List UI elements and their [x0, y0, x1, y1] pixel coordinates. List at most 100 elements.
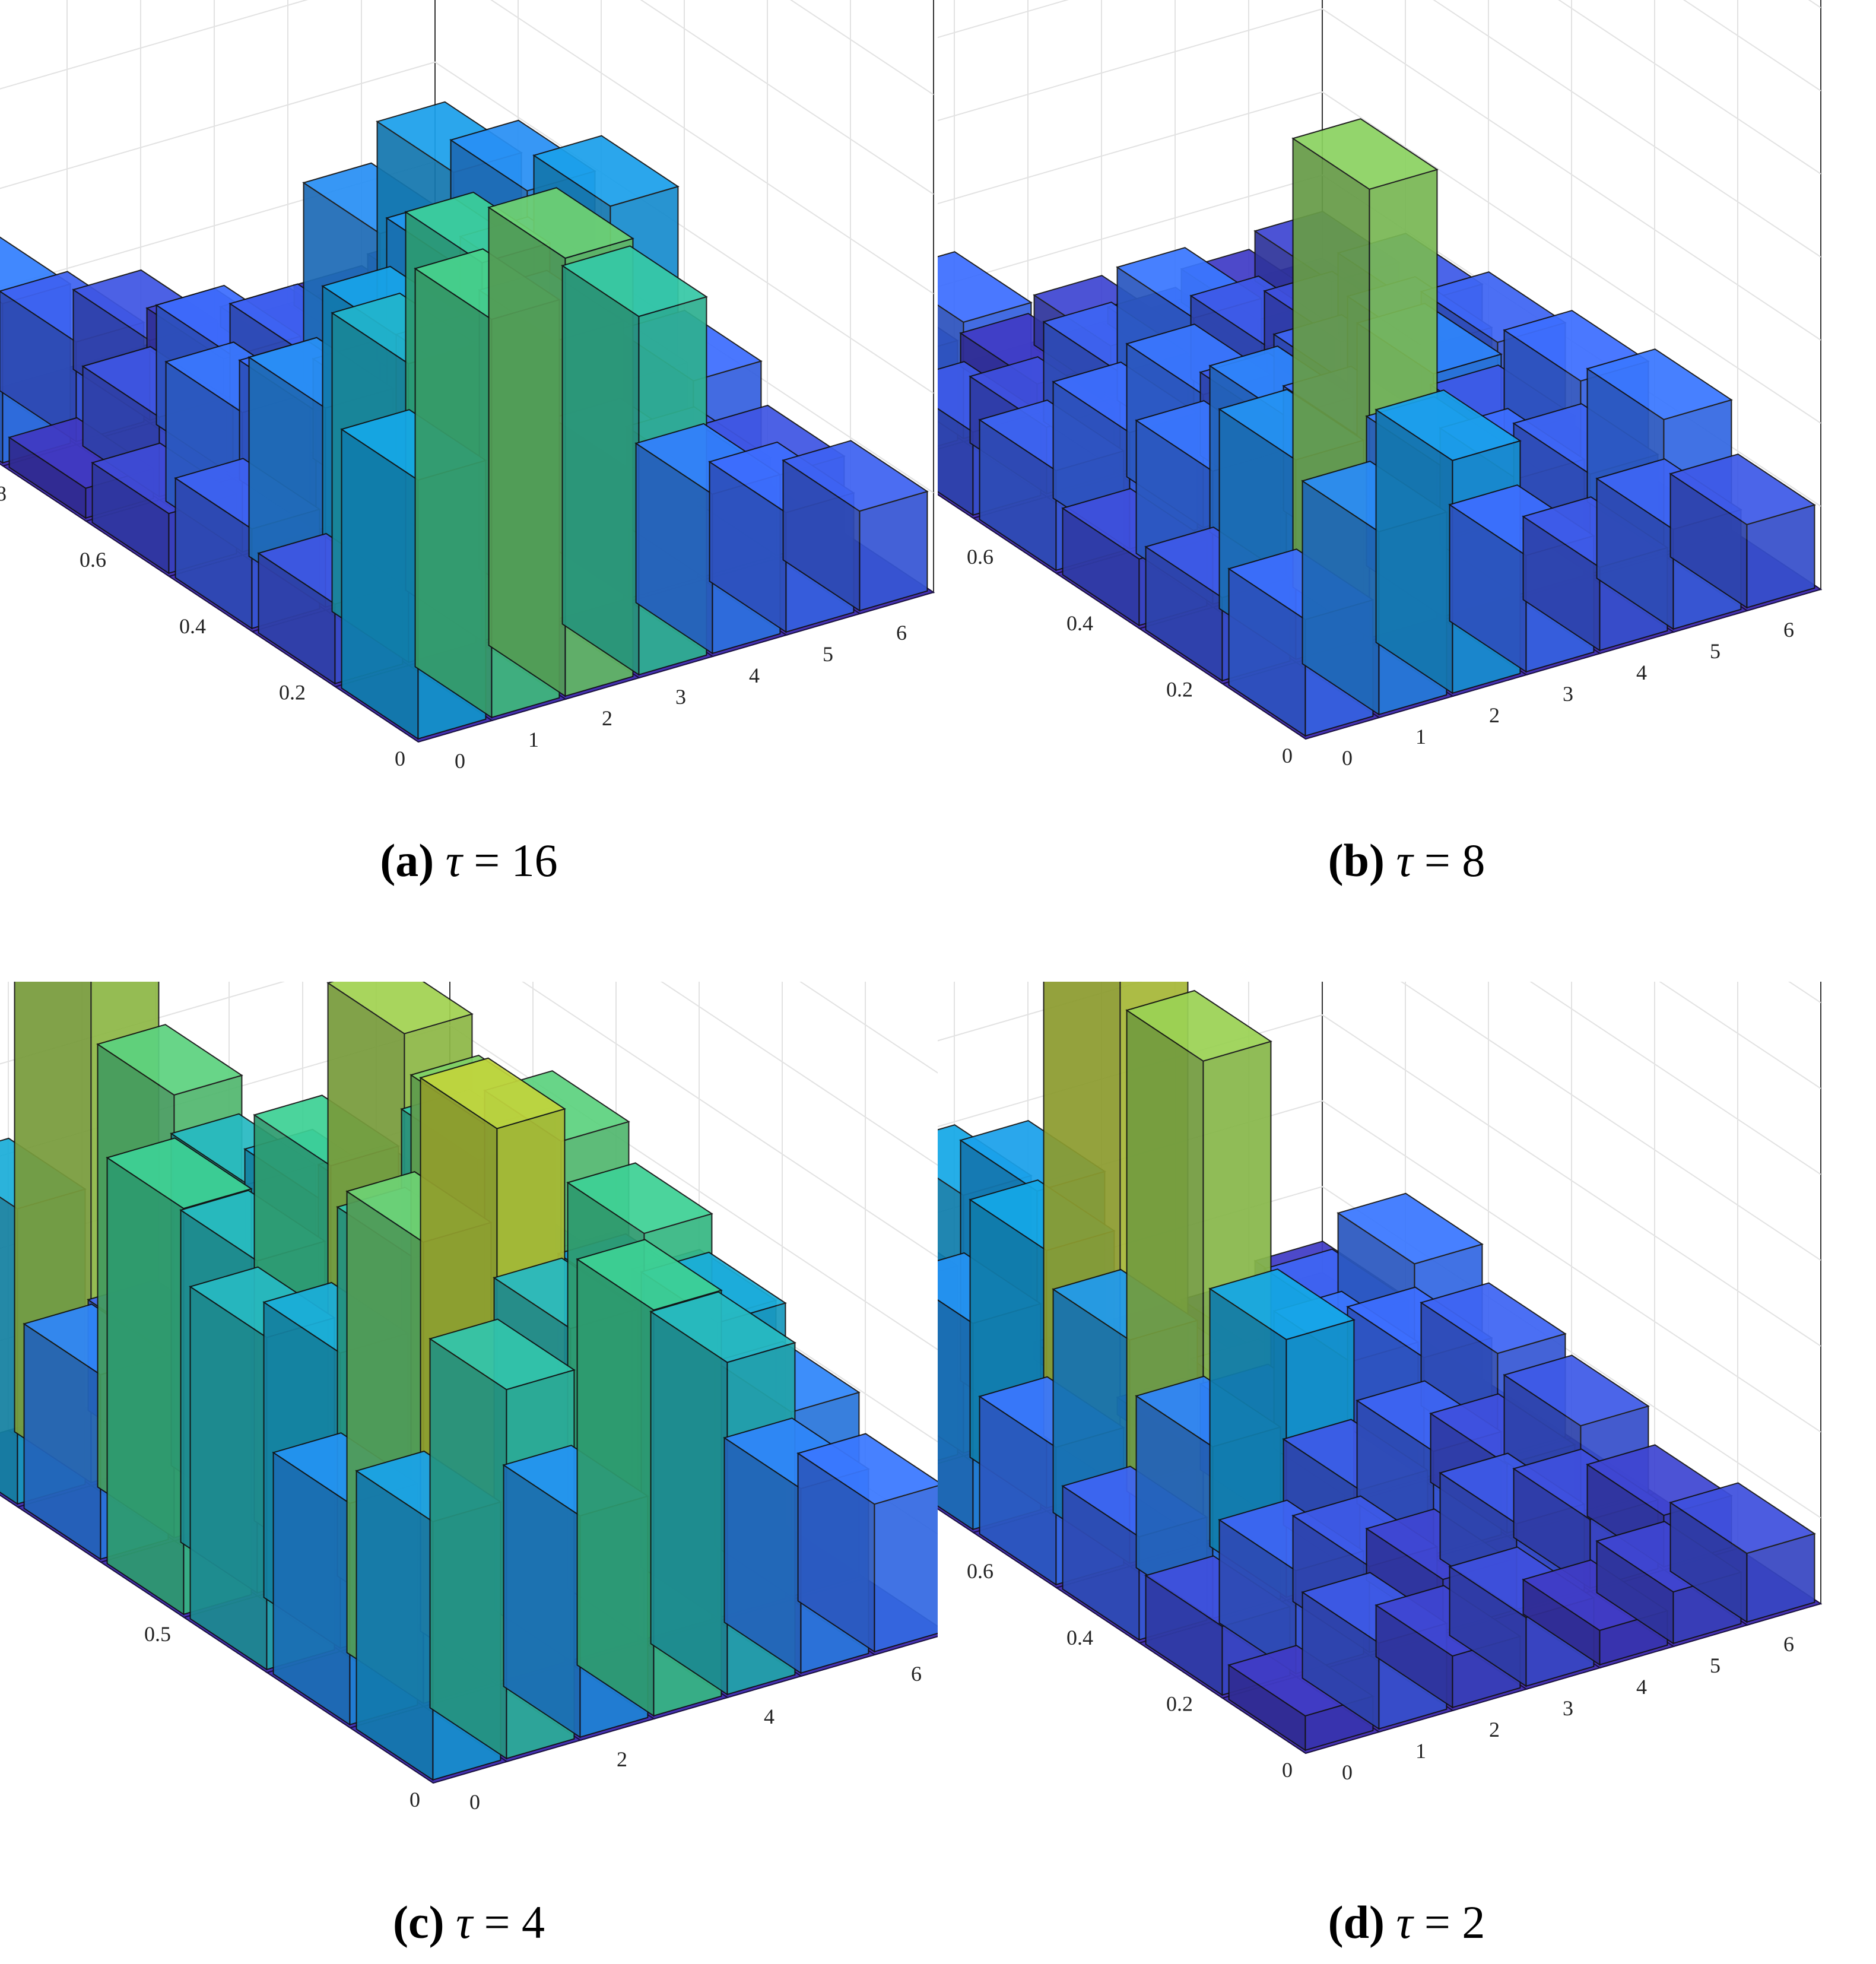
- panel-d: 00.010.020.030.040.050.060.07012345600.2…: [938, 982, 1875, 1963]
- x-tick-label: 2: [602, 706, 612, 730]
- panel-label: (d): [1328, 1896, 1385, 1948]
- bar-top-face: [1420, 1282, 1567, 1354]
- bar-top-face: [1208, 1268, 1356, 1340]
- x-tick-label: 4: [764, 1705, 774, 1728]
- bar-side-face: [938, 408, 974, 516]
- y-tick-label: 0: [1282, 1758, 1293, 1782]
- x-tick-label: 1: [1415, 1739, 1426, 1763]
- y-tick-label: 0.4: [1066, 1626, 1093, 1649]
- bar-side-face: [561, 264, 640, 676]
- bar-top-face: [106, 1137, 253, 1210]
- x-tick-label: 0: [455, 749, 465, 773]
- caption-equation: = 2: [1424, 1896, 1485, 1948]
- x-tick-label: 2: [1489, 1718, 1500, 1741]
- y-tick-label: 0.6: [967, 545, 993, 569]
- caption-b: (b) τ = 8: [938, 834, 1875, 887]
- panel-label: (c): [393, 1896, 445, 1948]
- bar-top-face: [428, 1318, 576, 1391]
- bar-side-face: [341, 428, 419, 740]
- tick-labels: 00.010.020.030.040.050.060.07012345600.2…: [967, 545, 1794, 770]
- x-tick-label: 6: [1783, 618, 1794, 642]
- bar3d-chart-b: 00.010.020.030.040.050.060.07012345600.2…: [938, 0, 1823, 770]
- bars: [0, 101, 929, 740]
- panel-b: 00.010.020.030.040.050.060.07012345600.2…: [938, 0, 1875, 982]
- x-tick-label: 4: [749, 664, 760, 687]
- caption-equation: = 8: [1424, 835, 1485, 886]
- bar-top-face: [419, 1057, 566, 1129]
- bar3d-chart-a: 00.010.020.030.040.050.06012345600.20.40…: [0, 0, 935, 773]
- bar-top-face: [561, 245, 708, 318]
- y-tick-label: 0: [410, 1788, 420, 1811]
- y-tick-label: 0.2: [279, 680, 306, 704]
- x-tick-label: 2: [617, 1747, 627, 1771]
- bar-front-face: [859, 490, 928, 612]
- bar-side-face: [355, 1470, 434, 1781]
- x-tick-label: 5: [823, 642, 833, 666]
- y-tick-label: 0: [1282, 744, 1293, 767]
- y-tick-label: 0: [395, 747, 405, 770]
- bar-top-face: [1503, 1354, 1650, 1427]
- x-tick-label: 3: [1563, 682, 1573, 706]
- bar-side-face: [429, 1337, 507, 1760]
- bar-side-face: [576, 1258, 655, 1717]
- panel-label: (b): [1328, 835, 1385, 886]
- bar-side-face: [414, 267, 493, 719]
- bar: [1669, 1482, 1816, 1623]
- y-tick-label: 0.4: [179, 614, 206, 638]
- y-tick-label: 0.5: [144, 1622, 171, 1646]
- bar-top-face: [96, 1024, 243, 1096]
- x-tick-label: 0: [1342, 1760, 1353, 1784]
- x-tick-label: 2: [1489, 703, 1500, 727]
- bar-top-face: [1586, 348, 1733, 420]
- bar: [782, 440, 929, 612]
- caption-equation: = 16: [474, 835, 558, 886]
- caption-symbol: τ: [445, 835, 462, 886]
- x-tick-label: 3: [675, 685, 686, 709]
- bar-side-face: [106, 1156, 185, 1616]
- x-tick-label: 6: [1783, 1632, 1794, 1656]
- bar-top-face: [1337, 1192, 1484, 1265]
- bar-top-face: [326, 982, 474, 1035]
- bar-front-face: [874, 1485, 938, 1653]
- caption-symbol: τ: [1396, 835, 1413, 886]
- x-tick-label: 1: [528, 728, 539, 751]
- bar-top-face: [796, 1433, 938, 1505]
- tick-labels: 00.010.020.030.040.050.06012345600.20.40…: [0, 482, 907, 773]
- tick-labels: 00.0050.010.0150.020.0250.030.035024600.…: [144, 1622, 922, 1814]
- x-tick-label: 4: [1636, 1675, 1647, 1699]
- x-tick-label: 3: [1563, 1696, 1573, 1720]
- y-tick-label: 0.8: [0, 482, 7, 506]
- bar-side-face: [650, 1310, 728, 1696]
- tick-labels: 00.010.020.030.040.050.060.07012345600.2…: [967, 1559, 1794, 1784]
- bar-top-face: [1669, 453, 1816, 525]
- y-tick-label: 0.6: [80, 548, 106, 572]
- x-tick-label: 5: [1710, 639, 1721, 663]
- bar-top-face: [576, 1239, 723, 1311]
- bar-top-face: [782, 440, 929, 512]
- caption-c: (c) τ = 4: [0, 1896, 938, 1949]
- bar: [1669, 453, 1816, 609]
- bar-top-face: [532, 135, 680, 207]
- x-tick-label: 0: [469, 1790, 480, 1814]
- bar-top-face: [1291, 118, 1439, 190]
- bar-top-face: [649, 1291, 796, 1363]
- panel-a: 00.010.020.030.040.050.06012345600.20.40…: [0, 0, 938, 982]
- bar-top-face: [487, 187, 634, 259]
- y-tick-label: 0.6: [967, 1559, 993, 1583]
- x-tick-label: 4: [1636, 661, 1647, 684]
- caption-d: (d) τ = 2: [938, 1896, 1875, 1949]
- bar3d-chart-c: 00.0050.010.0150.020.0250.030.035024600.…: [0, 982, 938, 1814]
- caption-symbol: τ: [1396, 1896, 1413, 1948]
- caption-a: (a) τ = 16: [0, 834, 938, 887]
- bar3d-chart-d: 00.010.020.030.040.050.060.07012345600.2…: [938, 982, 1823, 1784]
- x-tick-label: 6: [896, 621, 907, 645]
- bars: [938, 118, 1816, 737]
- bar-side-face: [488, 206, 566, 697]
- bar-top-face: [1669, 1482, 1816, 1554]
- y-tick-label: 0.2: [1166, 677, 1193, 701]
- bars: [938, 982, 1816, 1752]
- panel-label: (a): [380, 835, 434, 886]
- bar-side-face: [0, 290, 77, 443]
- caption-equation: = 4: [484, 1896, 545, 1948]
- y-tick-label: 0.4: [1066, 611, 1093, 635]
